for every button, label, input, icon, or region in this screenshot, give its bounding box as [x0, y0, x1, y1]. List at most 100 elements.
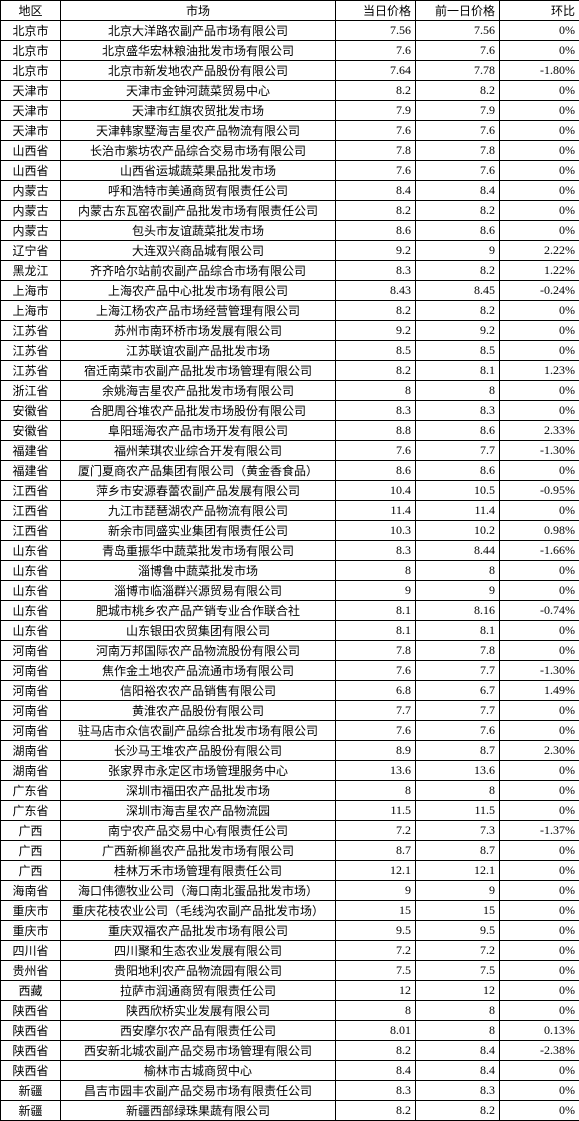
- cell-change: 0.98%: [500, 521, 579, 541]
- cell-prev: 7.2: [416, 941, 500, 961]
- cell-market: 上海江杨农产品市场经营管理有限公司: [61, 301, 336, 321]
- cell-market: 齐齐哈尔站前农副产品综合市场有限公司: [61, 261, 336, 281]
- cell-today: 7.5: [336, 961, 416, 981]
- cell-change: 0%: [500, 921, 579, 941]
- cell-region: 河南省: [1, 641, 61, 661]
- cell-prev: 8.6: [416, 221, 500, 241]
- table-row: 内蒙古内蒙古东瓦窑农副产品批发市场有限责任公司8.28.20%: [1, 201, 579, 221]
- cell-market: 呼和浩特市美通商贸有限责任公司: [61, 181, 336, 201]
- cell-change: 0%: [500, 561, 579, 581]
- table-row: 辽宁省大连双兴商品城有限公司9.292.22%: [1, 241, 579, 261]
- cell-market: 大连双兴商品城有限公司: [61, 241, 336, 261]
- cell-region: 北京市: [1, 41, 61, 61]
- cell-region: 辽宁省: [1, 241, 61, 261]
- cell-today: 11.5: [336, 801, 416, 821]
- table-row: 上海市上海农产品中心批发市场有限公司8.438.45-0.24%: [1, 281, 579, 301]
- cell-prev: 8.45: [416, 281, 500, 301]
- cell-prev: 7.8: [416, 641, 500, 661]
- cell-today: 8.7: [336, 841, 416, 861]
- cell-region: 上海市: [1, 301, 61, 321]
- cell-region: 天津市: [1, 121, 61, 141]
- cell-prev: 8: [416, 781, 500, 801]
- table-row: 新疆新疆西部绿珠果蔬有限公司8.28.20%: [1, 1101, 579, 1121]
- cell-region: 安徽省: [1, 421, 61, 441]
- cell-market: 肥城市桃乡农产品产销专业合作联合社: [61, 601, 336, 621]
- cell-region: 广西: [1, 821, 61, 841]
- cell-today: 7.8: [336, 641, 416, 661]
- cell-prev: 8.4: [416, 1061, 500, 1081]
- cell-region: 江苏省: [1, 361, 61, 381]
- cell-prev: 8.7: [416, 841, 500, 861]
- cell-market: 黄淮农产品股份有限公司: [61, 701, 336, 721]
- table-row: 天津市天津市金钟河蔬菜贸易中心8.28.20%: [1, 81, 579, 101]
- cell-region: 河南省: [1, 721, 61, 741]
- cell-today: 9: [336, 881, 416, 901]
- cell-market: 上海农产品中心批发市场有限公司: [61, 281, 336, 301]
- table-row: 山东省青岛重振华中蔬菜批发市场有限公司8.38.44-1.66%: [1, 541, 579, 561]
- cell-market: 福州茉琪农业综合开发有限公司: [61, 441, 336, 461]
- cell-prev: 7.6: [416, 121, 500, 141]
- cell-today: 8.4: [336, 181, 416, 201]
- cell-market: 萍乡市安源春蕾农副产品发展有限公司: [61, 481, 336, 501]
- cell-region: 安徽省: [1, 401, 61, 421]
- cell-today: 8.1: [336, 621, 416, 641]
- cell-prev: 8.16: [416, 601, 500, 621]
- cell-region: 四川省: [1, 941, 61, 961]
- cell-today: 7.8: [336, 141, 416, 161]
- table-row: 安徽省阜阳瑶海农产品市场开发有限公司8.88.62.33%: [1, 421, 579, 441]
- cell-today: 8.2: [336, 1101, 416, 1121]
- table-row: 山东省山东银田农贸集团有限公司8.18.10%: [1, 621, 579, 641]
- table-row: 江苏省江苏联谊农副产品批发市场8.58.50%: [1, 341, 579, 361]
- table-row: 四川省四川聚和生态农业发展有限公司7.27.20%: [1, 941, 579, 961]
- cell-region: 广东省: [1, 801, 61, 821]
- cell-today: 7.56: [336, 21, 416, 41]
- cell-change: -0.24%: [500, 281, 579, 301]
- table-row: 重庆市重庆花枝农业公司（毛线沟农副产品批发市场）15150%: [1, 901, 579, 921]
- cell-prev: 8: [416, 561, 500, 581]
- cell-change: 0%: [500, 381, 579, 401]
- table-row: 内蒙古呼和浩特市美通商贸有限责任公司8.48.40%: [1, 181, 579, 201]
- cell-change: -1.30%: [500, 441, 579, 461]
- table-row: 河南省信阳裕农农产品销售有限公司6.86.71.49%: [1, 681, 579, 701]
- cell-region: 内蒙古: [1, 201, 61, 221]
- table-row: 河南省黄淮农产品股份有限公司7.77.70%: [1, 701, 579, 721]
- table-row: 河南省焦作金土地农产品流通市场有限公司7.67.7-1.30%: [1, 661, 579, 681]
- cell-today: 12: [336, 981, 416, 1001]
- cell-change: 2.22%: [500, 241, 579, 261]
- col-header-region: 地区: [1, 1, 61, 21]
- table-row: 北京市北京市新发地农产品股份有限公司7.647.78-1.80%: [1, 61, 579, 81]
- table-row: 山东省淄博鲁中蔬菜批发市场880%: [1, 561, 579, 581]
- cell-today: 8.2: [336, 1041, 416, 1061]
- cell-market: 海口伟德牧业公司（海口南北蛋品批发市场）: [61, 881, 336, 901]
- cell-today: 12.1: [336, 861, 416, 881]
- cell-change: 0%: [500, 961, 579, 981]
- cell-region: 北京市: [1, 21, 61, 41]
- cell-prev: 7.7: [416, 441, 500, 461]
- cell-today: 7.9: [336, 101, 416, 121]
- table-row: 江苏省苏州市南环桥市场发展有限公司9.29.20%: [1, 321, 579, 341]
- cell-region: 江西省: [1, 501, 61, 521]
- cell-market: 焦作金土地农产品流通市场有限公司: [61, 661, 336, 681]
- cell-market: 苏州市南环桥市场发展有限公司: [61, 321, 336, 341]
- cell-region: 北京市: [1, 61, 61, 81]
- cell-change: 0%: [500, 801, 579, 821]
- cell-change: 0%: [500, 101, 579, 121]
- cell-region: 黑龙江: [1, 261, 61, 281]
- cell-market: 天津市红旗农贸批发市场: [61, 101, 336, 121]
- table-row: 陕西省西安新北城农副产品交易市场管理有限公司8.28.4-2.38%: [1, 1041, 579, 1061]
- cell-market: 重庆双福农产品批发市场有限公司: [61, 921, 336, 941]
- cell-region: 贵州省: [1, 961, 61, 981]
- cell-region: 西藏: [1, 981, 61, 1001]
- cell-region: 山东省: [1, 561, 61, 581]
- cell-prev: 8.2: [416, 1101, 500, 1121]
- cell-prev: 8.5: [416, 341, 500, 361]
- cell-prev: 13.6: [416, 761, 500, 781]
- cell-today: 11.4: [336, 501, 416, 521]
- cell-today: 9.2: [336, 241, 416, 261]
- col-header-today: 当日价格: [336, 1, 416, 21]
- cell-market: 深圳市福田农产品批发市场: [61, 781, 336, 801]
- table-row: 河南省河南万邦国际农产品物流股份有限公司7.87.80%: [1, 641, 579, 661]
- cell-prev: 8.7: [416, 741, 500, 761]
- cell-region: 山西省: [1, 161, 61, 181]
- cell-today: 9.2: [336, 321, 416, 341]
